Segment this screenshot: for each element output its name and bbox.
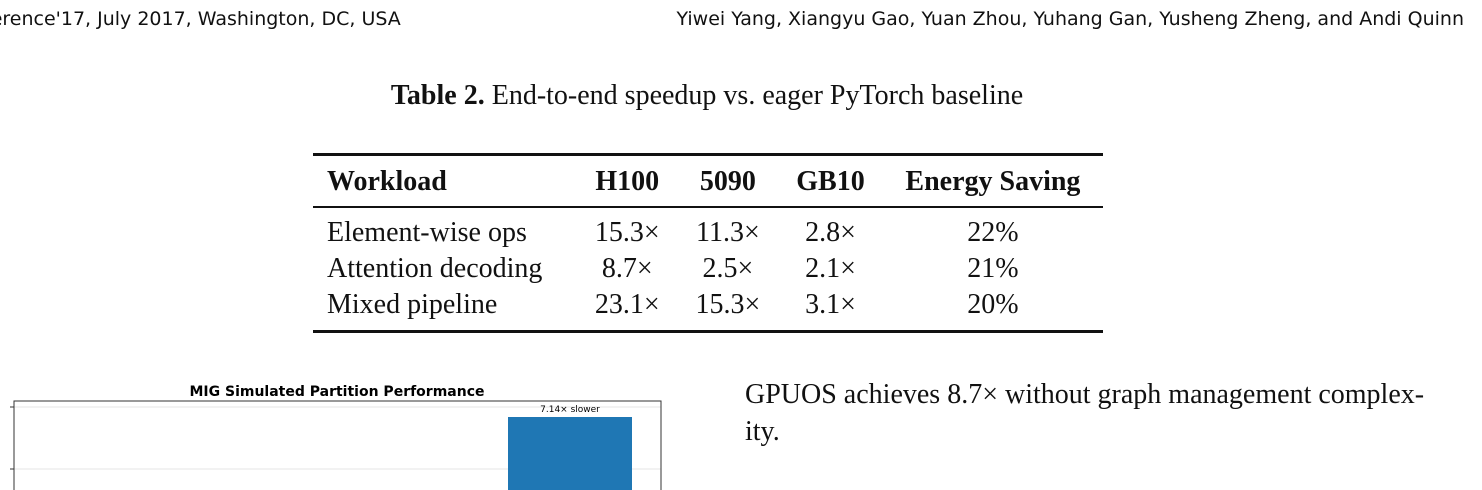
- mig-chart-svg: MIG Simulated Partition Performance 7.14…: [10, 384, 662, 490]
- table-caption-text: End-to-end speedup vs. eager PyTorch bas…: [491, 80, 1024, 111]
- table-cell-h100: 23.1×: [594, 289, 660, 320]
- mig-partition-figure: MIG Simulated Partition Performance 7.14…: [0, 378, 680, 490]
- table-cell-5090: 11.3×: [696, 217, 760, 248]
- body-line: ity.: [745, 416, 780, 447]
- plot-frame: [13, 400, 662, 490]
- table-caption: Table 2. End-to-end speedup vs. eager Py…: [0, 80, 1414, 112]
- speedup-table: Workload H100 5090 GB10 Energy Saving El…: [313, 153, 1103, 333]
- table-caption-label: Table 2.: [390, 80, 485, 111]
- table-cell-energy: 21%: [967, 253, 1019, 284]
- table-cell-gb10: 2.8×: [805, 217, 856, 248]
- table-row: Element-wise ops 15.3× 11.3× 2.8× 22%: [313, 207, 1103, 251]
- column-header-energy-saving: Energy Saving: [905, 166, 1081, 197]
- table-cell-h100: 15.3×: [594, 217, 660, 248]
- table-cell-h100: 8.7×: [601, 253, 653, 284]
- table-cell-gb10: 3.1×: [805, 289, 856, 320]
- table-cell-workload: Element-wise ops: [327, 217, 527, 248]
- table-cell-gb10: 2.1×: [805, 253, 856, 284]
- conference-info: ference'17, July 2017, Washington, DC, U…: [0, 8, 401, 30]
- column-header-5090: 5090: [699, 166, 756, 197]
- column-header-workload: Workload: [327, 166, 447, 197]
- table-cell-energy: 22%: [967, 217, 1019, 248]
- table-row: Attention decoding 8.7× 2.5× 2.1× 21%: [313, 251, 1103, 287]
- table-cell-workload: Mixed pipeline: [327, 289, 498, 320]
- body-paragraph: GPUOS achieves 8.7× without graph manage…: [745, 376, 1470, 450]
- running-header: ference'17, July 2017, Washington, DC, U…: [0, 8, 1482, 38]
- column-header-gb10: GB10: [796, 166, 865, 197]
- body-line: GPUOS achieves 8.7× without graph manage…: [745, 379, 1425, 410]
- column-header-h100: H100: [595, 166, 660, 197]
- table-cell-5090: 2.5×: [702, 253, 754, 284]
- bar-annotation: 7.14× slower: [540, 405, 600, 415]
- table-cell-energy: 20%: [967, 289, 1019, 320]
- table-cell-workload: Attention decoding: [327, 253, 543, 284]
- table-row: Mixed pipeline 23.1× 15.3× 3.1× 20%: [313, 287, 1103, 332]
- table-cell-5090: 15.3×: [695, 289, 761, 320]
- table-header-row: Workload H100 5090 GB10 Energy Saving: [313, 154, 1103, 207]
- author-list: Yiwei Yang, Xiangyu Gao, Yuan Zhou, Yuha…: [676, 8, 1464, 30]
- chart-title: MIG Simulated Partition Performance: [189, 384, 484, 400]
- bar-slowest-partition: [508, 417, 632, 490]
